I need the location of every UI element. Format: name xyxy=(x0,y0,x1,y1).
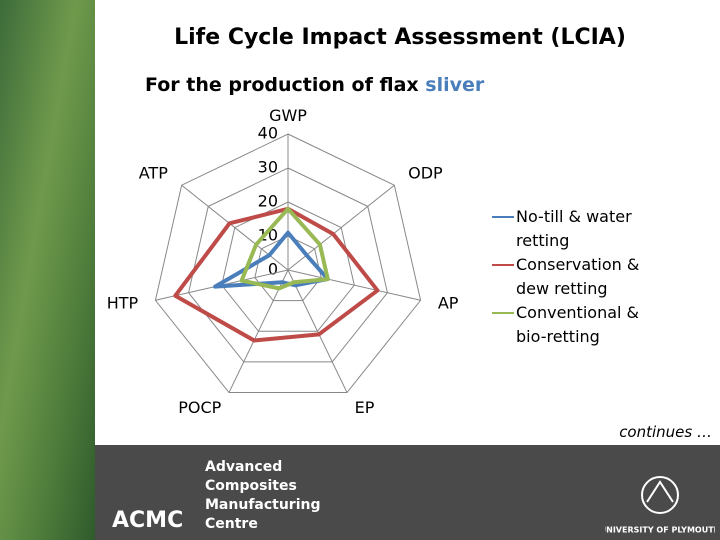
logo-line: Centre xyxy=(205,516,258,532)
subtitle-highlight: sliver xyxy=(425,74,485,96)
legend-entry: Conventional & bio-retting xyxy=(492,301,667,349)
subtitle-text: For the production of flax xyxy=(145,74,419,96)
grid-line xyxy=(254,235,322,302)
tick-label: 30 xyxy=(258,158,278,177)
spoke xyxy=(228,269,289,393)
university-logo: UNIVERSITY OF PLYMOUTH xyxy=(600,452,720,538)
legend-entry: Conservation & dew retting xyxy=(492,253,667,301)
series-line xyxy=(239,206,330,291)
grid-line xyxy=(154,133,422,394)
subtitle: For the production of flax sliver xyxy=(145,74,485,96)
background-image xyxy=(0,0,95,540)
legend-label: Conservation & dew retting xyxy=(516,255,640,298)
spoke xyxy=(287,269,348,393)
legend: No-till & water retting Conservation & de… xyxy=(492,205,667,349)
logo-circle xyxy=(641,476,679,514)
series-line xyxy=(173,206,380,343)
legend-swatch xyxy=(492,216,514,218)
spoke xyxy=(287,269,421,301)
logo-line: Manufacturing xyxy=(205,497,321,513)
axis-label: ODP xyxy=(408,164,443,183)
tick-label: 0 xyxy=(268,260,278,279)
axis-label: AP xyxy=(438,294,459,313)
axis-label: GWP xyxy=(269,106,307,125)
axis-label: HTP xyxy=(107,294,139,313)
title: Life Cycle Impact Assessment (LCIA) xyxy=(174,25,626,50)
axis-label: ATP xyxy=(139,164,168,183)
axis-label: EP xyxy=(355,398,375,417)
logo-icon xyxy=(646,480,674,503)
tick-label: 20 xyxy=(258,192,278,211)
logo-acronym: ACMC xyxy=(112,508,184,533)
logo-line: Composites xyxy=(205,478,297,494)
university-mark: UNIVERSITY OF PLYMOUTH xyxy=(600,476,720,535)
logo-line: Advanced xyxy=(205,459,283,475)
legend-entry: No-till & water retting xyxy=(492,205,667,253)
tick-label: 40 xyxy=(258,124,278,143)
legend-label: No-till & water retting xyxy=(516,207,632,250)
legend-swatch xyxy=(492,312,514,314)
legend-swatch xyxy=(492,264,514,266)
legend-label: Conventional & bio-retting xyxy=(516,303,640,346)
grid-line xyxy=(221,201,355,332)
university-name: UNIVERSITY OF PLYMOUTH xyxy=(605,526,715,535)
axis-label: POCP xyxy=(178,398,221,417)
note: continues … xyxy=(619,423,712,441)
footer-band xyxy=(95,445,720,540)
logo-text: Advanced Composites Manufacturing Centre xyxy=(205,458,321,534)
grid-line xyxy=(188,167,388,363)
